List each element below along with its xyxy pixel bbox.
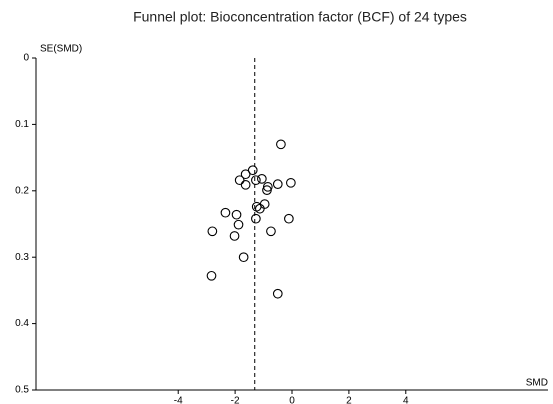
point bbox=[262, 185, 272, 195]
x-tick-label: 0 bbox=[289, 396, 295, 404]
point bbox=[255, 203, 265, 214]
point bbox=[266, 226, 276, 237]
point bbox=[220, 207, 231, 218]
point bbox=[272, 288, 283, 299]
point bbox=[272, 179, 283, 190]
y-tick-label: 0.3 bbox=[15, 252, 29, 263]
point bbox=[276, 139, 286, 150]
y-axis-label: SE(SMD) bbox=[40, 44, 82, 55]
x-tick-label: 4 bbox=[403, 396, 409, 404]
point bbox=[240, 179, 251, 190]
y-tick-label: 0.4 bbox=[15, 318, 29, 329]
point bbox=[256, 173, 267, 184]
point bbox=[251, 213, 261, 224]
point bbox=[251, 175, 261, 186]
point bbox=[207, 226, 218, 237]
y-tick-label: 0 bbox=[23, 53, 29, 64]
point bbox=[233, 219, 244, 230]
point bbox=[240, 169, 251, 180]
point bbox=[238, 252, 249, 263]
x-tick-label: -2 bbox=[231, 396, 240, 404]
y-tick-label: 0.2 bbox=[15, 185, 29, 196]
x-tick-label: 2 bbox=[346, 396, 352, 404]
point bbox=[284, 213, 294, 224]
y-tick-label: 0.5 bbox=[15, 385, 29, 396]
x-axis-label: SMD bbox=[526, 378, 548, 389]
point bbox=[247, 165, 258, 176]
chart-title: Funnel plot: Bioconcentration factor (BC… bbox=[133, 9, 467, 25]
point bbox=[286, 177, 296, 188]
point bbox=[251, 201, 262, 212]
point bbox=[231, 209, 242, 220]
y-tick-label: 0.1 bbox=[15, 119, 29, 130]
point bbox=[206, 270, 217, 281]
point bbox=[234, 175, 245, 186]
point bbox=[259, 199, 270, 209]
point bbox=[229, 231, 240, 241]
x-tick-label: -4 bbox=[174, 396, 183, 404]
